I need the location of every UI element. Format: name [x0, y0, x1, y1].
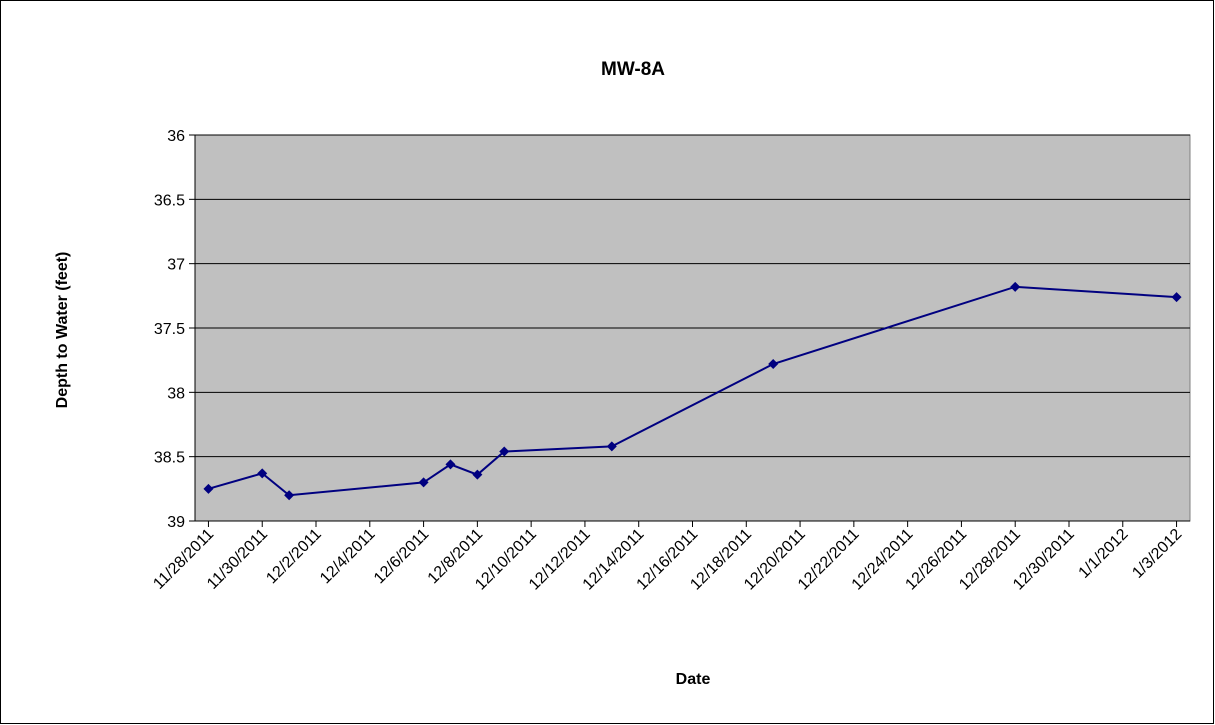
y-tick-label: 37.5: [154, 321, 185, 338]
data-point: [203, 483, 214, 494]
chart-title: MW-8A: [601, 59, 665, 80]
data-point: [606, 441, 617, 452]
y-axis-label: Depth to Water (feet): [54, 252, 71, 409]
y-tick-label: 36: [167, 128, 185, 145]
data-point: [257, 468, 268, 479]
data-point: [768, 359, 779, 370]
data-point: [418, 477, 429, 488]
y-tick-label: 39: [167, 514, 185, 531]
data-point: [445, 459, 456, 470]
y-tick-label: 37: [167, 257, 185, 274]
data-point: [472, 469, 483, 480]
y-tick-label: 36.5: [154, 192, 185, 209]
y-tick-label: 38: [167, 385, 185, 402]
data-point: [1171, 292, 1182, 303]
data-point: [1010, 281, 1021, 292]
data-point: [284, 490, 295, 501]
y-tick-label: 38.5: [154, 450, 185, 467]
data-point: [499, 446, 510, 457]
x-axis-label: Date: [676, 671, 711, 688]
